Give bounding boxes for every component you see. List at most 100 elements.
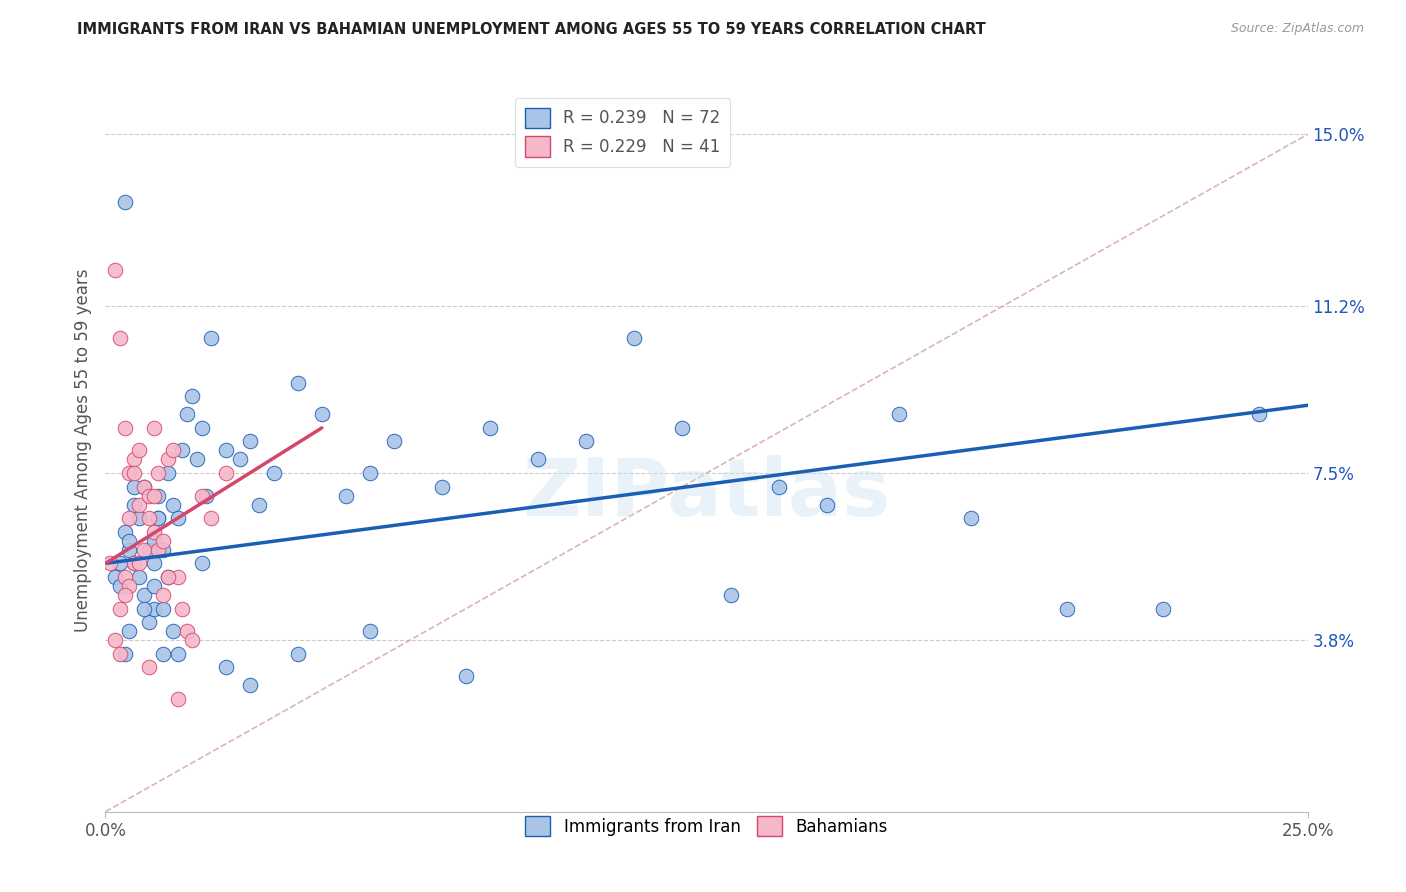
Point bbox=[156, 452, 179, 467]
Y-axis label: Unemployment Among Ages 55 to 59 years: Unemployment Among Ages 55 to 59 years bbox=[73, 268, 91, 632]
Point bbox=[190, 421, 212, 435]
Point bbox=[166, 511, 188, 525]
Point bbox=[132, 601, 155, 615]
Point bbox=[142, 601, 165, 615]
Legend: Immigrants from Iran, Bahamians: Immigrants from Iran, Bahamians bbox=[519, 809, 894, 843]
Point bbox=[108, 601, 131, 615]
Point bbox=[359, 624, 381, 639]
Point bbox=[887, 407, 910, 421]
Point bbox=[311, 407, 333, 421]
Point bbox=[152, 647, 174, 661]
Point bbox=[152, 588, 174, 602]
Point bbox=[108, 557, 131, 571]
Point bbox=[214, 466, 236, 480]
Point bbox=[132, 588, 155, 602]
Point bbox=[456, 669, 478, 683]
Point bbox=[214, 660, 236, 674]
Point bbox=[162, 443, 184, 458]
Point bbox=[166, 647, 188, 661]
Point bbox=[114, 588, 136, 602]
Point bbox=[142, 557, 165, 571]
Point bbox=[720, 588, 742, 602]
Point bbox=[142, 524, 165, 539]
Point bbox=[166, 570, 188, 584]
Point bbox=[239, 434, 262, 449]
Point bbox=[382, 434, 405, 449]
Point bbox=[148, 489, 170, 503]
Point bbox=[575, 434, 598, 449]
Point bbox=[142, 421, 165, 435]
Point bbox=[768, 480, 790, 494]
Point bbox=[479, 421, 502, 435]
Point bbox=[142, 489, 165, 503]
Point bbox=[142, 579, 165, 593]
Point bbox=[114, 524, 136, 539]
Point bbox=[128, 511, 150, 525]
Point bbox=[176, 407, 198, 421]
Point bbox=[430, 480, 453, 494]
Point bbox=[148, 542, 170, 557]
Point bbox=[114, 421, 136, 435]
Point bbox=[1249, 407, 1271, 421]
Point bbox=[142, 533, 165, 548]
Point bbox=[104, 633, 127, 648]
Point bbox=[138, 489, 160, 503]
Point bbox=[200, 330, 222, 344]
Point bbox=[124, 557, 146, 571]
Point bbox=[229, 452, 252, 467]
Point bbox=[181, 633, 204, 648]
Point bbox=[1152, 601, 1174, 615]
Point bbox=[162, 624, 184, 639]
Point bbox=[623, 330, 645, 344]
Point bbox=[132, 542, 155, 557]
Point bbox=[287, 647, 309, 661]
Point bbox=[359, 466, 381, 480]
Point bbox=[1056, 601, 1078, 615]
Point bbox=[114, 647, 136, 661]
Point bbox=[195, 489, 218, 503]
Point bbox=[190, 557, 212, 571]
Point bbox=[166, 691, 188, 706]
Point bbox=[186, 452, 208, 467]
Text: Source: ZipAtlas.com: Source: ZipAtlas.com bbox=[1230, 22, 1364, 36]
Point bbox=[671, 421, 693, 435]
Point bbox=[156, 466, 179, 480]
Point bbox=[335, 489, 357, 503]
Point bbox=[128, 443, 150, 458]
Point bbox=[148, 511, 170, 525]
Point bbox=[114, 570, 136, 584]
Point bbox=[148, 511, 170, 525]
Point bbox=[138, 615, 160, 629]
Point bbox=[132, 480, 155, 494]
Point bbox=[118, 542, 141, 557]
Text: IMMIGRANTS FROM IRAN VS BAHAMIAN UNEMPLOYMENT AMONG AGES 55 TO 59 YEARS CORRELAT: IMMIGRANTS FROM IRAN VS BAHAMIAN UNEMPLO… bbox=[77, 22, 986, 37]
Point bbox=[128, 557, 150, 571]
Point bbox=[138, 660, 160, 674]
Point bbox=[118, 624, 141, 639]
Point bbox=[527, 452, 550, 467]
Point bbox=[118, 466, 141, 480]
Point bbox=[98, 557, 121, 571]
Point bbox=[124, 498, 146, 512]
Point bbox=[190, 489, 212, 503]
Point bbox=[960, 511, 983, 525]
Point bbox=[138, 542, 160, 557]
Point bbox=[172, 443, 194, 458]
Point bbox=[152, 533, 174, 548]
Point bbox=[132, 480, 155, 494]
Point bbox=[118, 533, 141, 548]
Point bbox=[104, 570, 127, 584]
Point bbox=[200, 511, 222, 525]
Point bbox=[287, 376, 309, 390]
Point bbox=[239, 678, 262, 692]
Point bbox=[108, 579, 131, 593]
Point bbox=[156, 570, 179, 584]
Point bbox=[124, 466, 146, 480]
Point bbox=[118, 579, 141, 593]
Point bbox=[104, 262, 127, 277]
Point bbox=[214, 443, 236, 458]
Point bbox=[124, 557, 146, 571]
Point bbox=[118, 511, 141, 525]
Point bbox=[162, 498, 184, 512]
Point bbox=[815, 498, 838, 512]
